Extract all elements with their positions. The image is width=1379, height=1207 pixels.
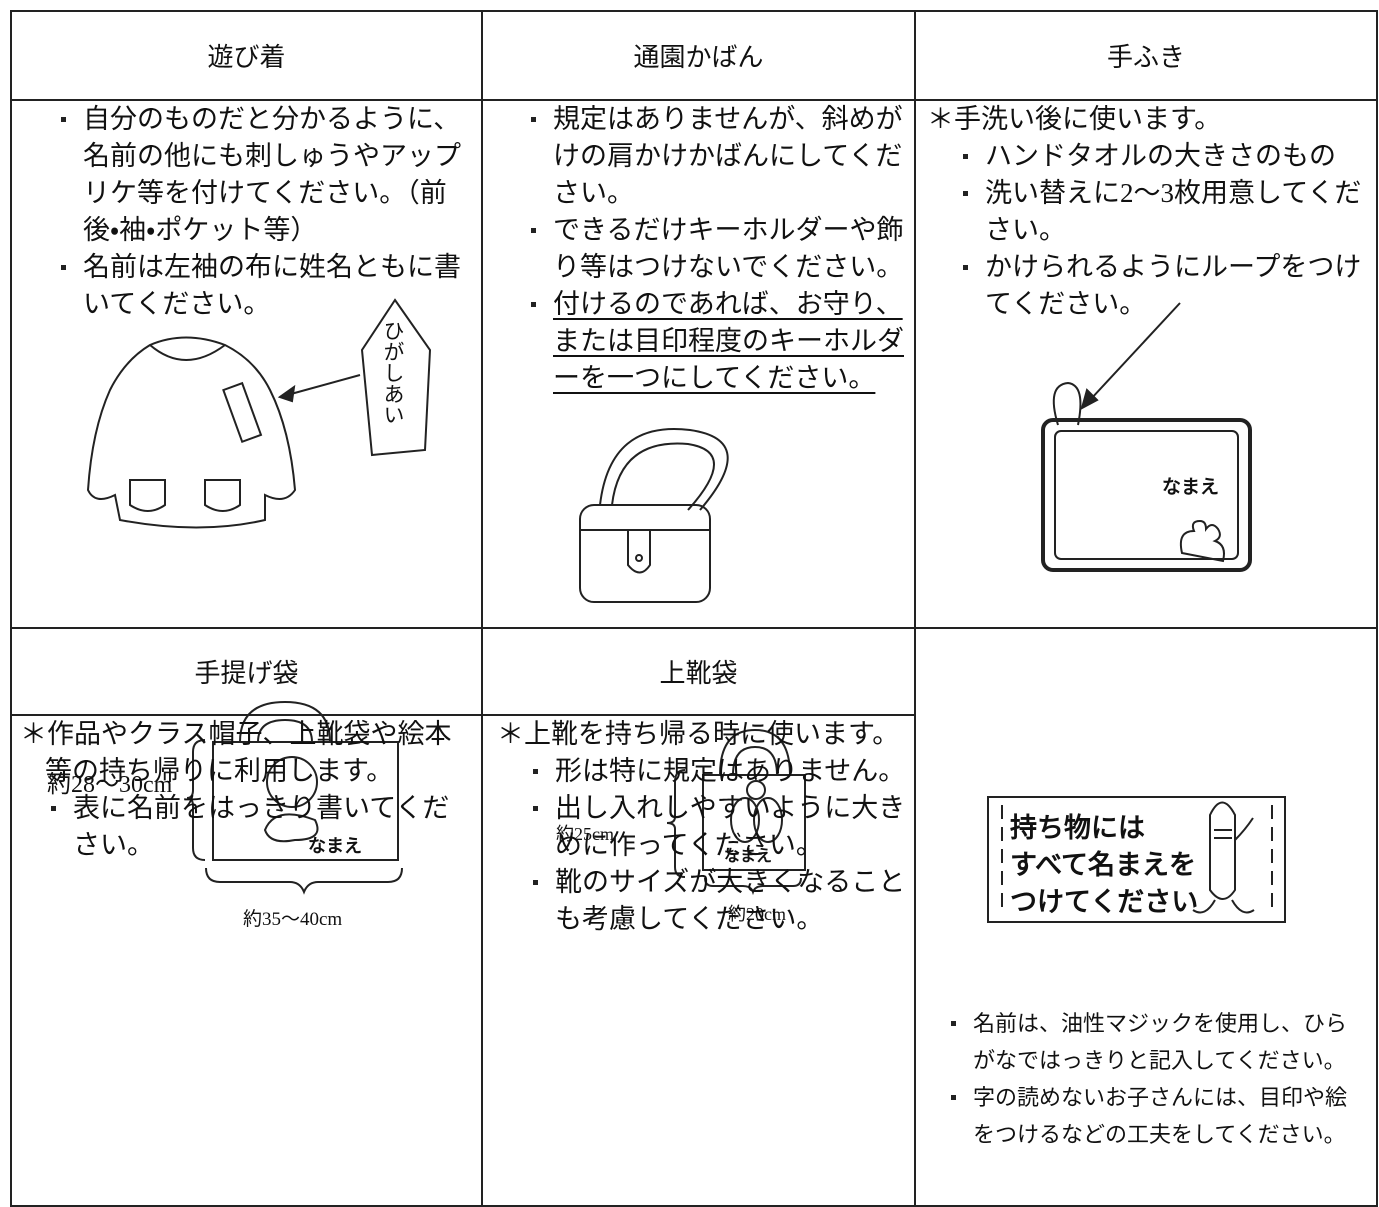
bullet: 自分のものだと分かるように、名前の他にも刺しゅうやアップリケ等を付けてください。…: [55, 101, 475, 249]
rule: [10, 1205, 1378, 1207]
note: ＊作品やクラス帽子、上靴袋や絵本等の持ち帰りに利用します。: [20, 719, 452, 786]
bullet: かけられるようにループをつけてください。: [957, 249, 1372, 323]
bullet: できるだけキーホルダーや飾り等はつけないでください。: [525, 212, 910, 286]
bullet: 表に名前をはっきり書いてください。: [45, 790, 475, 864]
sign: 持ち物には すべて名まえを つけてください: [1010, 810, 1198, 921]
rule: [10, 10, 1378, 12]
rule: [1376, 10, 1378, 1207]
header: 手ふき: [1106, 43, 1185, 72]
bullet: 名前は、油性マジックを使用し、ひらがなではっきりと記入してください。: [945, 1005, 1365, 1079]
bullet: 洗い替えに2～3枚用意してください。: [957, 175, 1372, 249]
bullet: 出し入れしやすいように大きめに作ってください。: [527, 790, 912, 864]
cell: 自分のものだと分かるように、名前の他にも刺しゅうやアップリケ等を付けてください。…: [55, 101, 475, 323]
sign-illustration: [987, 796, 1286, 923]
bullet: 字の読めないお子さんには、目印や絵をつけるなどの工夫をしてください。: [945, 1079, 1365, 1153]
bullet: ハンドタオルの大きさのもの: [957, 138, 1372, 175]
sign-line: 持ち物には: [1010, 813, 1145, 843]
rule: [10, 10, 12, 1207]
shoe-bag-illustration: [666, 728, 806, 896]
rule: [10, 99, 1378, 101]
header: 通園かばん: [633, 43, 764, 72]
sign-line: つけてください: [1010, 887, 1199, 917]
tote-illustration: [186, 700, 403, 895]
header: 遊び着: [207, 43, 286, 72]
note: ＊手洗い後に使います。: [927, 104, 1222, 134]
smock-illustration: [86, 298, 432, 529]
bullet: 靴のサイズが大きくなることも考慮してください。: [527, 864, 912, 938]
bullet: 形は特に規定はありません。: [527, 753, 912, 790]
rule: [10, 714, 916, 716]
towel-illustration: [1041, 302, 1252, 572]
note: ＊上靴を持ち帰る時に使います。: [497, 719, 900, 749]
name-label: なまえ: [308, 836, 362, 856]
name-tag-label: ひがしあい: [381, 320, 405, 425]
cell: ＊作品やクラス帽子、上靴袋や絵本等の持ち帰りに利用します。 表に名前をはっきり書…: [20, 716, 475, 864]
width-label: 約20cm: [728, 904, 786, 924]
height-label: 約25cm: [556, 824, 614, 844]
bullet: 付けるのであれば、お守り、または目印程度のキーホルダーを一つにしてください。: [525, 286, 910, 397]
name-label: なまえ: [724, 848, 773, 865]
cell: ＊上靴を持ち帰る時に使います。 形は特に規定はありません。 出し入れしやすいように…: [497, 716, 912, 938]
header: 上靴袋: [659, 659, 738, 688]
bag-illustration: [579, 428, 729, 603]
cell: 規定はありませんが、斜めがけの肩かけかばんにしてください。 できるだけキーホルダー…: [525, 101, 910, 397]
name-label: なまえ: [1162, 477, 1220, 498]
sign-line: すべて名まえを: [1010, 850, 1197, 880]
rule: [481, 10, 483, 1207]
bullet: 規定はありませんが、斜めがけの肩かけかばんにしてください。: [525, 101, 910, 212]
height-label: 約28～30cm: [47, 772, 173, 798]
header: 手提げ袋: [194, 659, 299, 688]
rule: [914, 10, 916, 1207]
cell: ＊手洗い後に使います。 ハンドタオルの大きさのもの 洗い替えに2～3枚用意してくだ…: [927, 101, 1372, 323]
bullet: 名前は左袖の布に姓名ともに書いてください。: [55, 249, 475, 323]
width-label: 約35～40cm: [243, 909, 343, 930]
rule: [10, 627, 1378, 629]
cell: 名前は、油性マジックを使用し、ひらがなではっきりと記入してください。 字の読めない…: [945, 1005, 1365, 1153]
